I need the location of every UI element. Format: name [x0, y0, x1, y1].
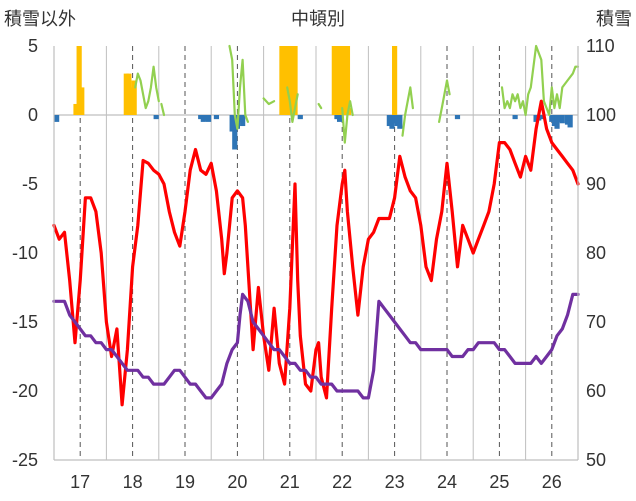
bar — [392, 115, 398, 124]
bar — [198, 115, 204, 120]
bar — [394, 115, 400, 127]
bar — [389, 115, 395, 129]
y-left-tick-label: 5 — [28, 36, 38, 56]
bar — [334, 46, 340, 115]
bar — [397, 115, 403, 129]
bar — [213, 115, 220, 120]
bars — [54, 46, 573, 150]
bar — [292, 46, 298, 115]
y-right-tick-label: 60 — [586, 381, 606, 401]
bar — [386, 115, 392, 127]
bar — [336, 115, 343, 122]
series-line — [317, 102, 323, 110]
bar — [128, 87, 135, 115]
y-right-tick-label: 70 — [586, 312, 606, 332]
bar — [281, 46, 288, 115]
y-left-tick-label: -15 — [12, 312, 38, 332]
left-axis-title: 積雪以外 — [4, 9, 76, 29]
x-tick-label: 19 — [175, 472, 195, 492]
bar — [287, 46, 293, 115]
bar — [538, 115, 544, 120]
bar — [564, 115, 571, 125]
bar — [237, 115, 243, 122]
bar — [232, 115, 238, 150]
bar — [551, 115, 558, 127]
y-left-tick-label: 0 — [28, 105, 38, 125]
bar — [334, 115, 340, 120]
x-tick-label: 25 — [489, 472, 509, 492]
bar — [392, 46, 398, 115]
axes — [53, 46, 579, 461]
y-right-tick-label: 80 — [586, 243, 606, 263]
bar — [549, 115, 555, 122]
bar — [229, 115, 235, 132]
series-line — [228, 44, 249, 130]
y-right-tick-label: 110 — [586, 36, 615, 56]
bar — [339, 46, 345, 115]
x-tick-label: 17 — [70, 472, 90, 492]
series-line — [160, 102, 166, 117]
x-tick-label: 21 — [280, 472, 300, 492]
x-tick-label: 26 — [542, 472, 562, 492]
bar — [126, 73, 132, 115]
y-right-tick-label: 90 — [586, 174, 606, 194]
x-tick-label: 20 — [227, 472, 247, 492]
bar — [533, 115, 539, 122]
bar — [284, 46, 290, 115]
bar — [331, 46, 337, 115]
x-tick-label: 24 — [437, 472, 457, 492]
bar — [203, 115, 209, 121]
bar — [344, 46, 351, 115]
bar — [454, 115, 461, 120]
y-left-tick-label: -5 — [22, 174, 38, 194]
series-line — [286, 86, 299, 123]
y-left-tick-label: -25 — [12, 450, 38, 470]
bar — [559, 115, 565, 124]
bar — [200, 115, 206, 122]
series-line — [52, 292, 580, 400]
bar — [297, 115, 303, 120]
series-line — [134, 65, 160, 110]
series-line — [52, 99, 580, 407]
bar — [554, 115, 560, 129]
y-right-tick-label: 50 — [586, 450, 606, 470]
bar — [73, 103, 79, 115]
bar — [512, 115, 518, 120]
series-line — [341, 100, 354, 144]
bar — [54, 115, 60, 122]
y-left-tick-label: -20 — [12, 381, 38, 401]
series-line — [262, 97, 276, 106]
bar — [557, 115, 563, 122]
series-lines — [52, 44, 580, 407]
bar — [336, 46, 343, 115]
bar — [153, 115, 159, 120]
y-left-tick-label: -10 — [12, 243, 38, 263]
series-line — [438, 79, 451, 123]
x-tick-label: 23 — [385, 472, 405, 492]
chart-title: 中頓別 — [291, 9, 345, 29]
x-tick-label: 22 — [332, 472, 352, 492]
bar — [205, 115, 212, 122]
bar — [79, 87, 85, 115]
bar — [131, 80, 137, 115]
bar — [240, 115, 246, 127]
bar — [76, 46, 82, 115]
y-right-tick-label: 100 — [586, 105, 616, 125]
bar — [279, 46, 285, 115]
right-axis-title: 積雪 — [596, 9, 632, 29]
series-line — [500, 44, 580, 117]
x-tick-label: 18 — [123, 472, 143, 492]
bar — [289, 46, 296, 115]
bar — [567, 115, 573, 128]
bar — [342, 46, 348, 115]
series-line — [401, 86, 414, 137]
bar — [123, 73, 129, 115]
